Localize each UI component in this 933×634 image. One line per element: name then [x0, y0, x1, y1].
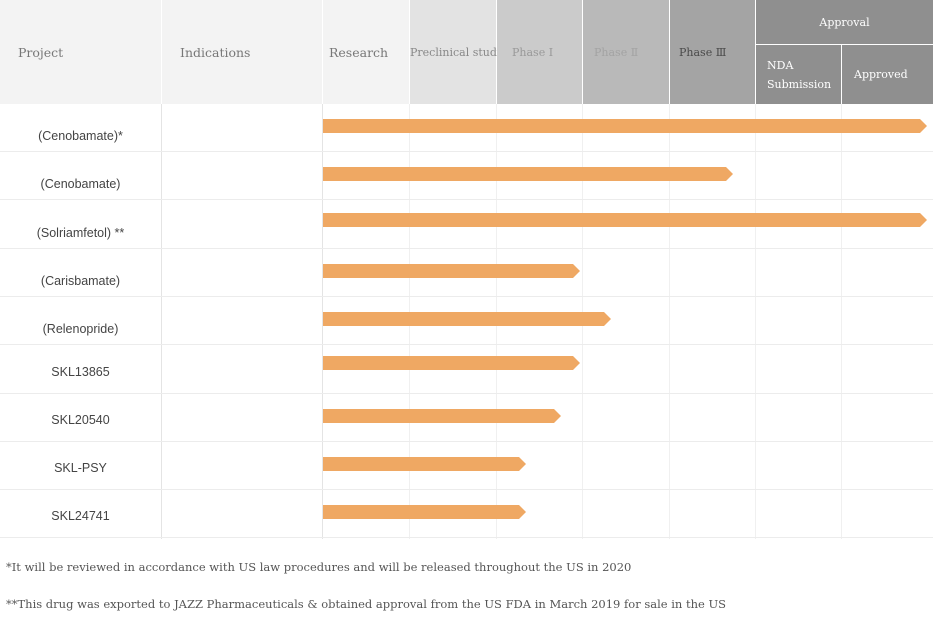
progress-bar-body	[323, 408, 555, 423]
project-indication	[162, 297, 322, 345]
header-phase-3-label: Phase Ⅲ	[679, 45, 727, 59]
pipeline-row: (Cenobamate)*	[0, 104, 933, 152]
pipeline-row: (Carisbamate)	[0, 249, 933, 297]
project-name: (Cenobamate)*	[38, 129, 123, 143]
project-indication	[162, 201, 322, 249]
project-name: (Relenopride)	[42, 322, 119, 337]
progress-bar-body	[323, 167, 726, 182]
project-indication	[162, 249, 322, 297]
progress-bar	[323, 263, 581, 278]
header-project: Project	[0, 0, 161, 104]
progress-bar-body	[323, 457, 519, 472]
header-phase-1-label: Phase Ⅰ	[512, 45, 554, 59]
progress-bar	[323, 408, 562, 423]
project-name: (Carisbamate)	[40, 273, 121, 288]
project-indication	[162, 490, 322, 538]
footnote-1: *It will be reviewed in accordance with …	[6, 560, 632, 574]
project-indication	[162, 442, 322, 490]
progress-bar-body	[323, 263, 574, 278]
project-indication	[162, 346, 322, 394]
footnote-2: **This drug was exported to JAZZ Pharmac…	[6, 597, 727, 611]
pipeline-row: (Solriamfetol) **	[0, 201, 933, 249]
project-name: SKL13865	[51, 364, 110, 379]
progress-bar-body	[323, 312, 605, 327]
pipeline-row: SKL20540	[0, 394, 933, 442]
header-indications-label: Indications	[180, 44, 251, 60]
arrow-head-icon	[725, 167, 733, 182]
project-name: SKL-PSY	[54, 461, 107, 476]
project-indication	[162, 152, 322, 200]
progress-bar-body	[323, 505, 519, 520]
arrow-head-icon	[920, 119, 927, 133]
pipeline-row: SKL13865	[0, 346, 933, 394]
progress-bar	[323, 457, 526, 472]
header-nda-line1: NDA	[767, 58, 794, 72]
header-approved: Approved	[842, 45, 933, 104]
header-approved-label: Approved	[854, 68, 908, 81]
column-divider	[669, 104, 670, 539]
column-divider	[322, 104, 323, 539]
header-approval: Approval	[756, 0, 933, 44]
header-research: Research	[323, 0, 409, 104]
progress-bar	[323, 505, 526, 520]
header-project-label: Project	[18, 44, 64, 60]
column-divider	[161, 104, 162, 539]
project-name: SKL20540	[51, 412, 110, 427]
progress-bar-body	[323, 119, 920, 133]
header-phase-3: Phase Ⅲ	[670, 0, 755, 104]
pipeline-row: SKL24741	[0, 490, 933, 539]
pipeline-row: (Cenobamate)	[0, 152, 933, 201]
project-indication	[162, 104, 322, 152]
progress-bar	[323, 167, 733, 182]
header-nda-line2: Submission	[767, 77, 832, 91]
arrow-head-icon	[920, 212, 927, 227]
progress-bar-body	[323, 355, 574, 370]
progress-bar	[323, 355, 581, 370]
header-preclinical-label: Preclinical study	[410, 45, 504, 59]
header-approval-label: Approval	[819, 15, 870, 29]
arrow-head-icon	[554, 408, 562, 423]
progress-bar	[323, 212, 927, 227]
pipeline-row: SKL-PSY	[0, 442, 933, 491]
project-indication	[162, 394, 322, 442]
header-nda-submission: NDA Submission	[756, 45, 841, 104]
pipeline-table: Project Indications Research Preclinical…	[0, 0, 933, 539]
arrow-head-icon	[604, 312, 612, 327]
project-name: SKL24741	[51, 509, 110, 524]
header-indications: Indications	[162, 0, 322, 104]
header-phase-2: Phase Ⅱ	[583, 0, 669, 104]
arrow-head-icon	[573, 355, 581, 370]
project-name: (Cenobamate)	[40, 177, 121, 192]
header-preclinical: Preclinical study	[410, 0, 503, 104]
progress-bar-body	[323, 212, 920, 227]
project-name: (Solriamfetol) **	[36, 225, 125, 240]
arrow-head-icon	[518, 505, 526, 520]
progress-bar	[323, 312, 612, 327]
arrow-head-icon	[573, 263, 581, 278]
column-divider	[841, 104, 842, 539]
header-phase-1: Phase Ⅰ	[497, 0, 582, 104]
header-research-label: Research	[329, 44, 389, 60]
column-divider	[755, 104, 756, 539]
header-phase-2-label: Phase Ⅱ	[594, 45, 639, 59]
pipeline-row: (Relenopride)	[0, 297, 933, 346]
arrow-head-icon	[518, 457, 526, 472]
header-nda-submission-label: NDA Submission	[767, 56, 831, 94]
progress-bar	[323, 119, 927, 133]
